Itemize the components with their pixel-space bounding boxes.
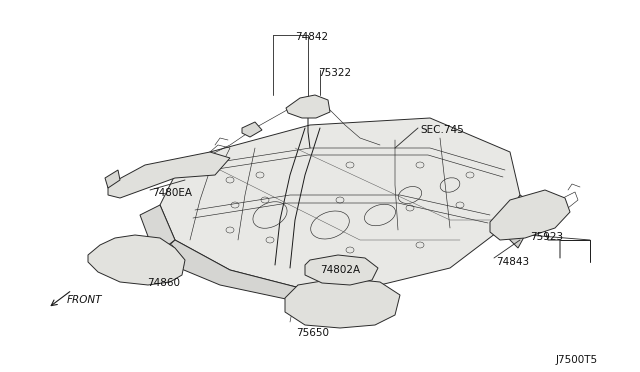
Polygon shape [500, 195, 540, 248]
Text: 74860: 74860 [147, 278, 180, 288]
Polygon shape [108, 152, 230, 198]
Text: 74842: 74842 [295, 32, 328, 42]
Polygon shape [88, 235, 185, 285]
Polygon shape [160, 118, 520, 288]
Text: J7500T5: J7500T5 [556, 355, 598, 365]
Text: SEC.745: SEC.745 [420, 125, 464, 135]
Polygon shape [305, 255, 378, 285]
Polygon shape [140, 205, 175, 255]
Text: 74843: 74843 [496, 257, 529, 267]
Polygon shape [155, 240, 390, 302]
Text: 74802A: 74802A [320, 265, 360, 275]
Polygon shape [242, 122, 262, 137]
Text: FRONT: FRONT [67, 295, 102, 305]
Polygon shape [105, 170, 120, 188]
Text: 7480EA: 7480EA [152, 188, 192, 198]
Text: 75650: 75650 [296, 328, 329, 338]
Text: 75923: 75923 [530, 232, 563, 242]
Polygon shape [286, 95, 330, 118]
Polygon shape [285, 278, 400, 328]
Polygon shape [490, 190, 570, 240]
Text: 75322: 75322 [318, 68, 351, 78]
